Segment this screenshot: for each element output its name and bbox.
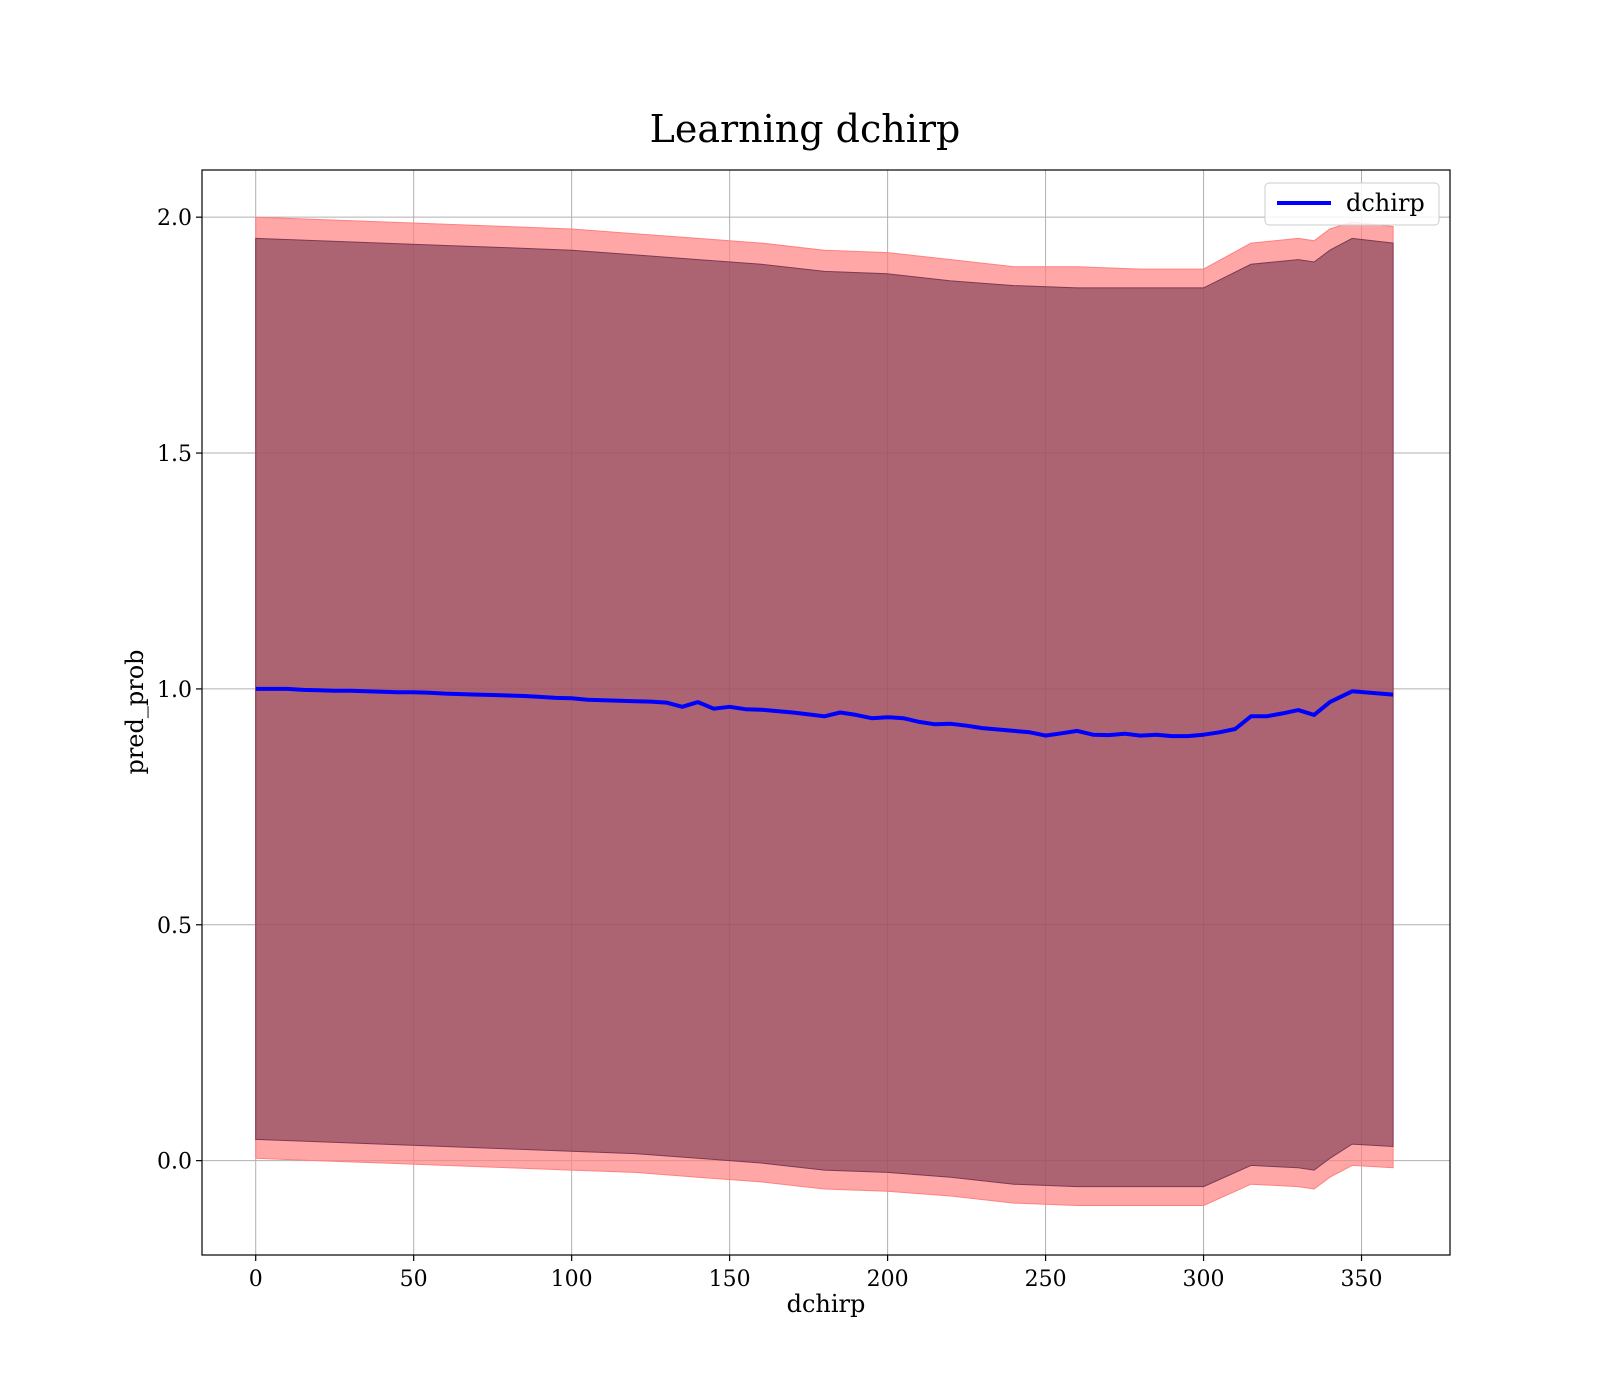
x-tick-label: 0 — [249, 1267, 263, 1292]
y-tick-label: 1.0 — [157, 678, 192, 703]
x-axis-ticks: 0 50 100 150 200 250 300 350 — [249, 1255, 1383, 1292]
legend: dchirp — [1264, 182, 1440, 226]
y-axis-label: pred_prob — [121, 649, 149, 774]
y-tick-label: 0.5 — [157, 914, 192, 939]
x-tick-label: 150 — [709, 1267, 751, 1292]
legend-entry-dchirp: dchirp — [1346, 189, 1425, 217]
x-tick-label: 350 — [1341, 1267, 1383, 1292]
inner-confidence-band — [255, 237, 1394, 1188]
confidence-bands — [255, 216, 1394, 1206]
legend-box — [1264, 182, 1440, 226]
x-tick-label: 50 — [400, 1267, 428, 1292]
y-axis-ticks: 0.0 0.5 1.0 1.5 2.0 — [157, 206, 202, 1175]
y-tick-label: 2.0 — [157, 206, 192, 231]
x-tick-label: 200 — [867, 1267, 909, 1292]
series-lines — [255, 686, 1394, 739]
x-tick-label: 250 — [1025, 1267, 1067, 1292]
x-axis-label: dchirp — [787, 1290, 866, 1318]
chart-title: Learning dchirp — [650, 107, 961, 151]
series-line-dchirp — [255, 686, 1394, 739]
y-tick-label: 1.5 — [157, 442, 192, 467]
y-tick-label: 0.0 — [157, 1150, 192, 1175]
x-tick-label: 300 — [1183, 1267, 1225, 1292]
plot-frame — [201, 169, 1451, 1256]
x-tick-label: 100 — [551, 1267, 593, 1292]
